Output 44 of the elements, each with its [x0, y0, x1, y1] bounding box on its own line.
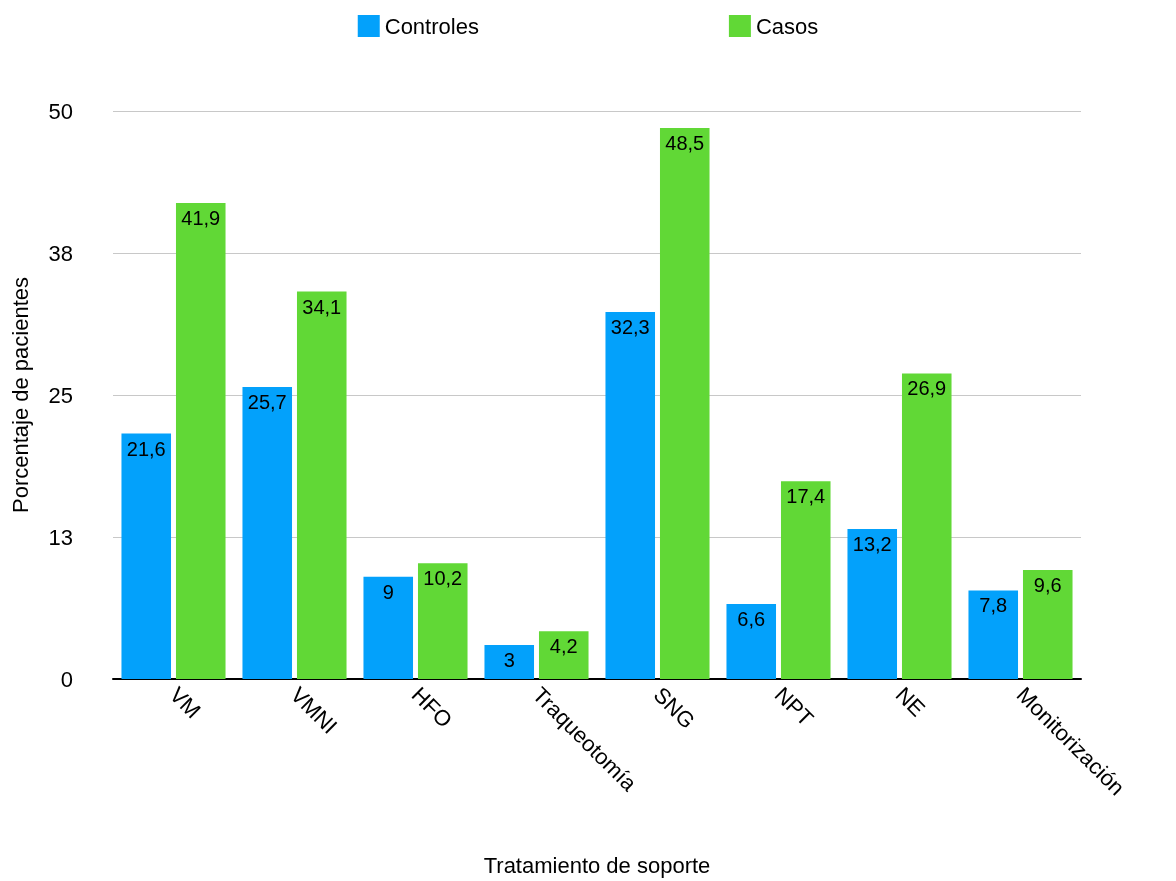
x-tick-label: NPT — [769, 682, 819, 731]
x-tick-label: VM — [164, 682, 206, 724]
bar — [363, 576, 414, 679]
data-label: 17,4 — [786, 485, 826, 508]
y-tick-label: 0 — [60, 666, 73, 692]
bar — [726, 604, 777, 679]
bar — [484, 644, 535, 679]
data-label: 13,2 — [852, 533, 892, 556]
data-label: 21,6 — [126, 437, 166, 460]
data-label: 9 — [382, 580, 394, 603]
bar — [847, 529, 898, 679]
legend-label: Casos — [755, 13, 819, 39]
x-axis-title: Tratamiento de soporte — [483, 852, 711, 878]
data-label: 26,9 — [907, 377, 947, 400]
y-tick-label: 25 — [48, 382, 73, 408]
data-label: 4,2 — [549, 635, 578, 658]
data-label: 3 — [503, 648, 515, 671]
data-label: 41,9 — [181, 207, 221, 230]
data-label: 48,5 — [665, 132, 705, 155]
y-tick-label: 50 — [48, 98, 73, 124]
bar — [538, 631, 589, 679]
data-label: 10,2 — [423, 567, 463, 590]
y-axis-title: Porcentaje de pacientes — [7, 276, 33, 514]
bar — [1022, 569, 1073, 679]
bar — [121, 433, 172, 679]
y-tick-label: 38 — [48, 240, 73, 266]
data-label: 7,8 — [979, 594, 1008, 617]
x-tick-label: NE — [890, 682, 930, 722]
data-label: 9,6 — [1033, 573, 1062, 596]
bar — [968, 590, 1019, 679]
bar — [296, 291, 347, 679]
legend-label: Controles — [384, 13, 479, 39]
data-label: 32,3 — [610, 316, 650, 339]
data-label: 25,7 — [247, 391, 287, 414]
data-label: 34,1 — [302, 295, 342, 318]
bar — [417, 563, 468, 679]
bar — [242, 387, 293, 679]
bar — [175, 203, 226, 679]
data-label: 6,6 — [737, 608, 766, 631]
y-tick-label: 13 — [48, 524, 73, 550]
bar — [659, 128, 710, 679]
bar — [901, 373, 952, 679]
bar — [605, 312, 656, 679]
bar — [780, 481, 831, 679]
